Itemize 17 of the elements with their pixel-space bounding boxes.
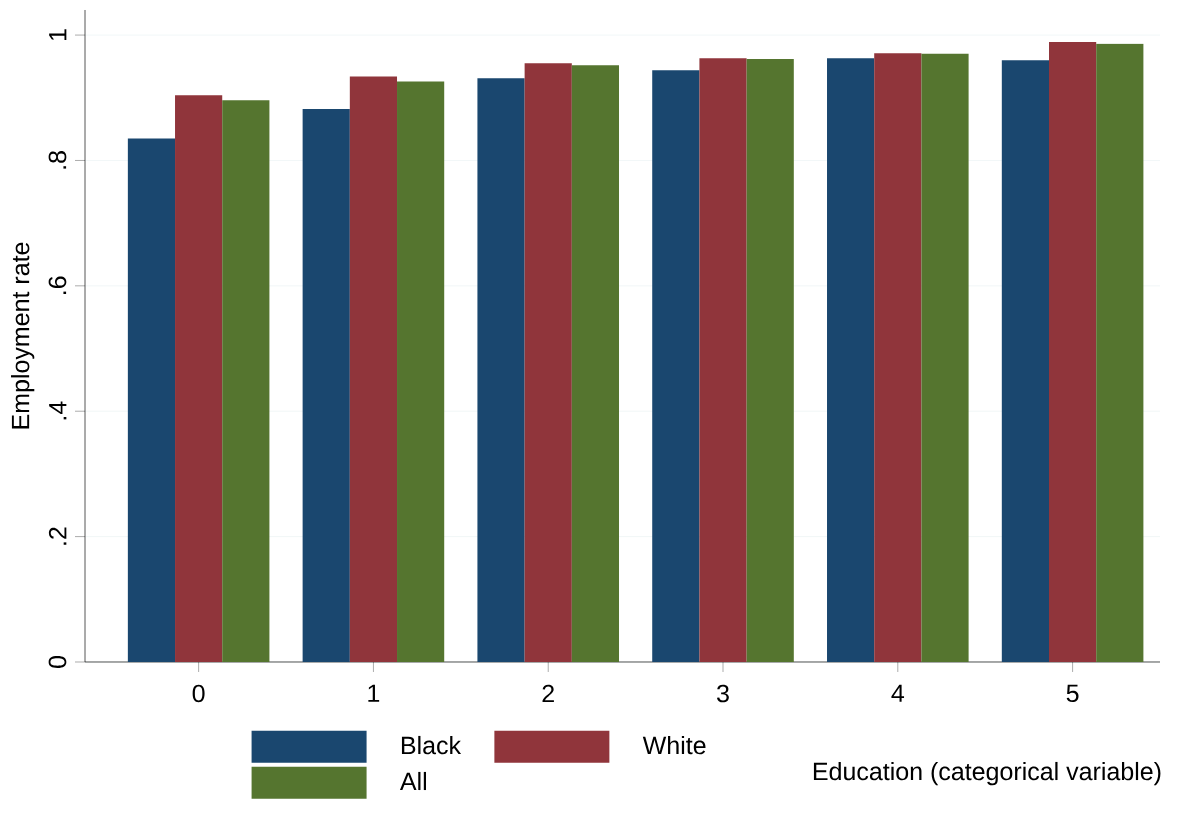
y-tick-label: .2 (48, 527, 67, 545)
x-tick-label: 1 (368, 684, 380, 702)
x-tick-label: 4 (891, 684, 905, 702)
y-tick-label: 0 (48, 656, 67, 668)
legend-label: All (399, 771, 427, 791)
x-tick-label: 3 (717, 684, 729, 703)
legend-label: Black (401, 735, 462, 755)
y-tick-label: 1 (49, 29, 67, 41)
x-tick-label: 5 (1066, 684, 1079, 703)
legend-label: White (642, 735, 706, 755)
y-tick-label: .4 (49, 401, 67, 420)
x-axis-title: Education (categorical variable) (813, 761, 1161, 786)
x-tick-label: 2 (542, 684, 554, 703)
y-axis-title: Employment rate (11, 242, 35, 429)
y-tick-label: .8 (48, 151, 67, 169)
x-tick-label: 0 (192, 684, 205, 703)
y-tick-label: .6 (48, 276, 67, 294)
